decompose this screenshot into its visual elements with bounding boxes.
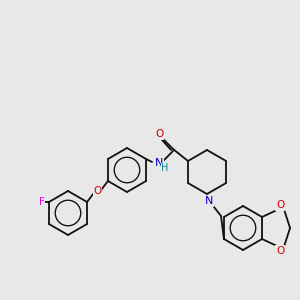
Text: O: O [276,200,284,211]
Text: O: O [93,187,102,196]
Text: O: O [276,245,284,256]
Text: N: N [155,158,163,168]
Text: O: O [155,129,163,139]
Text: N: N [205,196,213,206]
Text: H: H [161,163,169,173]
Text: F: F [39,197,45,207]
